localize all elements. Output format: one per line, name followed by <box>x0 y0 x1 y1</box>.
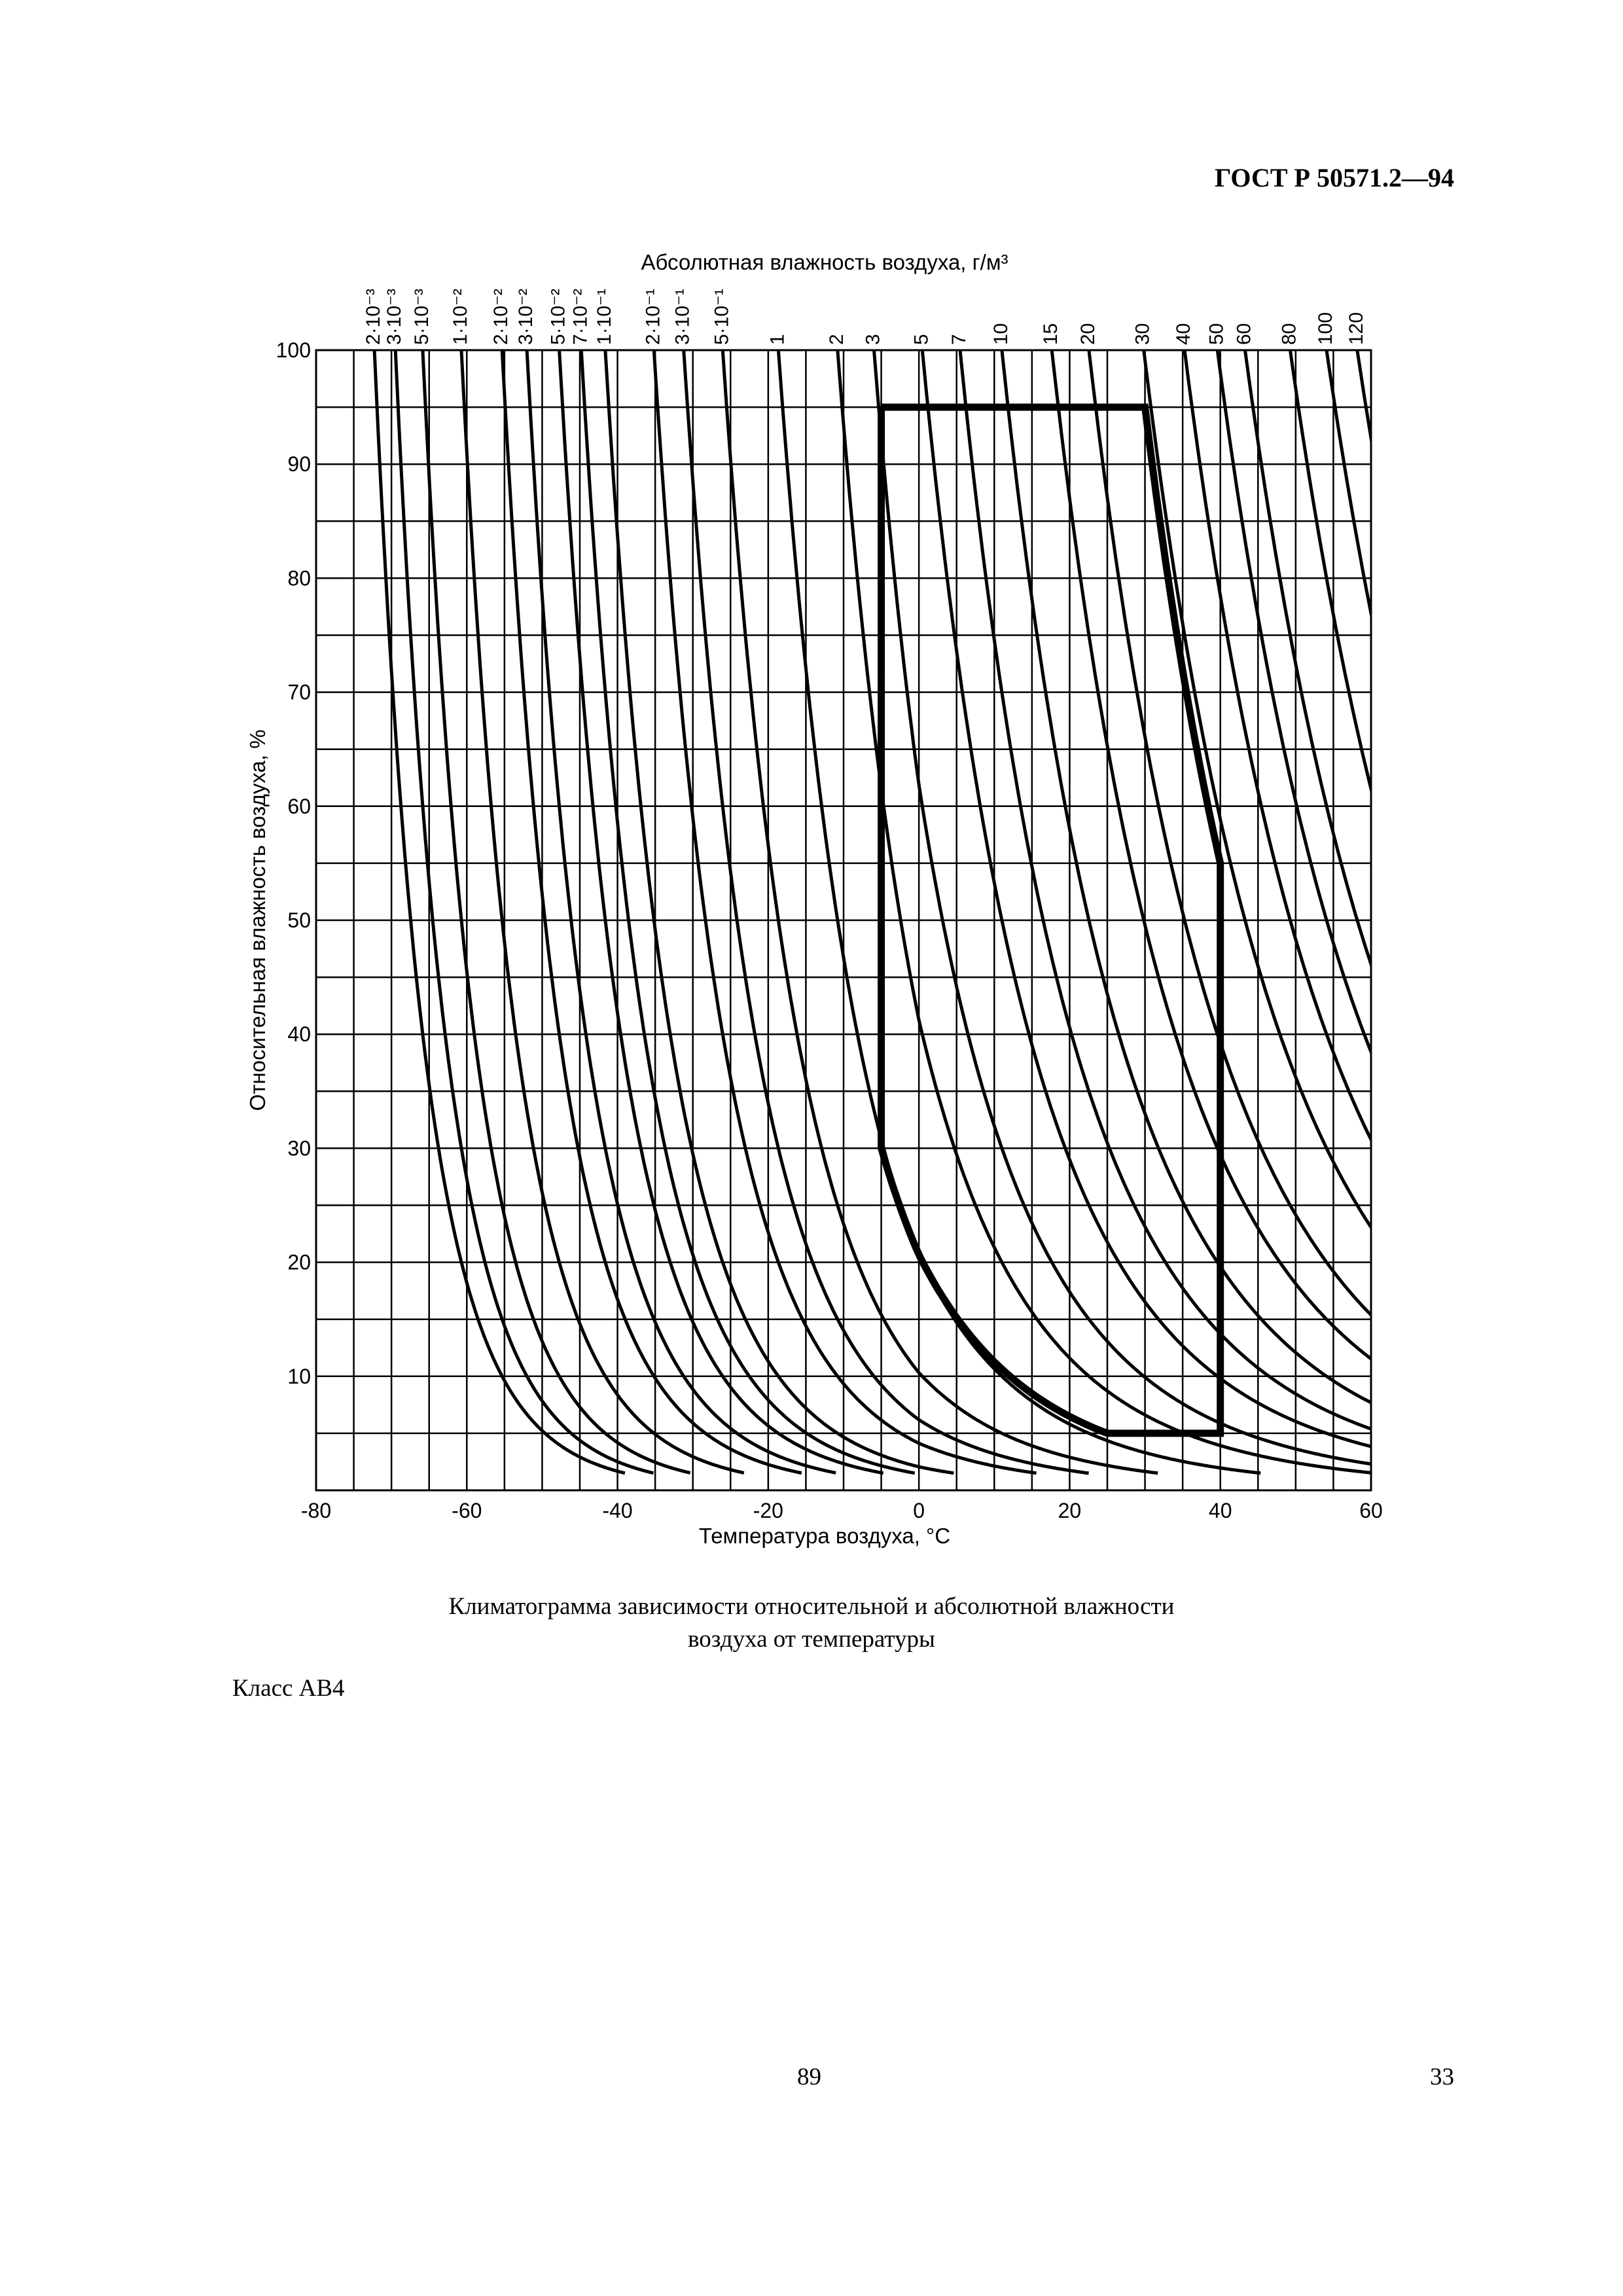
chart-title: Абсолютная влажность воздуха, г/м³ <box>641 250 1008 274</box>
absolute-humidity-label: 80 <box>1278 323 1300 345</box>
plot-frame <box>315 349 1372 1492</box>
y-axis-label: Относительная влажность воздуха, % <box>245 730 270 1111</box>
x-tick-label: 60 <box>1359 1499 1383 1522</box>
absolute-humidity-curve <box>836 350 1371 1475</box>
y-tick-label: 20 <box>287 1251 311 1274</box>
absolute-humidity-label: 2 <box>826 334 847 345</box>
absolute-humidity-label: 60 <box>1233 323 1255 345</box>
absolute-humidity-curve <box>1183 350 1371 1143</box>
y-tick-label: 60 <box>287 795 311 818</box>
absolute-humidity-label: 7·10⁻² <box>569 289 591 345</box>
page-number-right: 33 <box>1430 2064 1454 2090</box>
x-axis-label: Температура воздуха, °С <box>699 1524 950 1548</box>
absolute-humidity-curve <box>372 350 626 1475</box>
absolute-humidity-curve <box>920 350 1371 1448</box>
absolute-humidity-label: 3·10⁻¹ <box>672 289 694 345</box>
y-tick-label: 90 <box>287 452 311 476</box>
absolute-humidity-label: 2·10⁻¹ <box>642 289 664 345</box>
absolute-humidity-curve <box>872 350 1371 1466</box>
absolute-humidity-label: 100 <box>1315 312 1336 345</box>
absolute-humidity-curve <box>421 350 691 1475</box>
absolute-humidity-label: 2·10⁻³ <box>363 289 384 345</box>
absolute-humidity-label: 10 <box>990 323 1012 345</box>
absolute-humidity-label: 5 <box>910 334 932 345</box>
absolute-humidity-curves <box>372 350 1371 1475</box>
y-tick-label: 80 <box>287 566 311 590</box>
climatogram-chart: 10 20 30 40 50 60 70 80 90 100 -80 -60 -40 -20 0 20 40 6… <box>245 250 1383 1548</box>
absolute-humidity-curve <box>1215 350 1371 1056</box>
absolute-humidity-curve <box>603 350 954 1475</box>
y-tick-label: 50 <box>287 908 311 932</box>
x-tick-label: 40 <box>1209 1499 1232 1522</box>
absolute-humidity-curve <box>682 350 1089 1475</box>
absolute-humidity-label: 3·10⁻³ <box>383 289 405 345</box>
document-header: ГОСТ Р 50571.2—94 <box>1214 163 1454 192</box>
y-tick-labels: 10 20 30 40 50 60 70 80 90 100 <box>276 338 311 1388</box>
absolute-humidity-label: 3·10⁻² <box>515 289 537 345</box>
absolute-humidity-curve <box>459 350 745 1475</box>
absolute-humidity-curve <box>1243 350 1371 970</box>
x-tick-label: -80 <box>301 1499 331 1522</box>
absolute-humidity-label: 5·10⁻¹ <box>711 289 732 345</box>
absolute-humidity-curve <box>1289 350 1371 796</box>
absolute-humidity-curve <box>652 350 1037 1475</box>
figure-caption: Климатограмма зависимости относительной … <box>0 1590 1623 1656</box>
x-tick-label: 20 <box>1058 1499 1082 1522</box>
absolute-humidity-curve <box>558 350 884 1475</box>
absolute-humidity-label: 5·10⁻² <box>548 289 569 345</box>
absolute-humidity-curve <box>1355 350 1371 449</box>
absolute-humidity-curve <box>500 350 802 1475</box>
absolute-humidity-label: 3 <box>862 334 883 345</box>
page-number-left: 89 <box>797 2064 821 2090</box>
absolute-humidity-label: 30 <box>1132 323 1154 345</box>
grid <box>316 350 1371 1490</box>
class-label: Класс АВ4 <box>232 1675 345 1702</box>
absolute-humidity-label: 2·10⁻² <box>490 289 512 345</box>
y-tick-label: 10 <box>287 1365 311 1388</box>
absolute-humidity-curve <box>958 350 1371 1431</box>
class-boundary <box>878 403 1224 1437</box>
absolute-humidity-label: 20 <box>1077 323 1099 345</box>
absolute-humidity-label: 15 <box>1040 323 1061 345</box>
absolute-humidity-curve <box>1325 350 1371 622</box>
absolute-humidity-label: 40 <box>1173 323 1194 345</box>
x-tick-label: -40 <box>602 1499 632 1522</box>
class-boundary-layer <box>878 403 1224 1437</box>
absolute-humidity-curve <box>1142 350 1371 1230</box>
absolute-humidity-curve <box>393 350 654 1475</box>
absolute-humidity-curve <box>1000 350 1371 1405</box>
absolute-humidity-labels: 2·10⁻³ 3·10⁻³ 5·10⁻³ 1·10⁻² 2·10⁻² 3·10⁻² 5·10… <box>363 289 1367 345</box>
absolute-humidity-curve <box>776 350 1261 1475</box>
absolute-humidity-label: 1·10⁻² <box>450 289 471 345</box>
absolute-humidity-label: 1 <box>766 334 788 345</box>
y-tick-label: 100 <box>276 338 311 362</box>
absolute-humidity-curve <box>1087 350 1371 1318</box>
absolute-humidity-label: 1·10⁻¹ <box>594 289 615 345</box>
caption-line-1: Климатограмма зависимости относительной … <box>448 1593 1175 1620</box>
absolute-humidity-label: 50 <box>1205 323 1227 345</box>
x-tick-label: -60 <box>452 1499 482 1522</box>
absolute-humidity-curve <box>721 350 1158 1475</box>
absolute-humidity-label: 7 <box>948 334 970 345</box>
absolute-humidity-curve <box>579 350 916 1475</box>
y-tick-label: 70 <box>287 681 311 704</box>
x-tick-labels: -80 -60 -40 -20 0 20 40 60 <box>301 1499 1383 1522</box>
y-tick-label: 30 <box>287 1136 311 1160</box>
absolute-humidity-label: 120 <box>1346 312 1367 345</box>
x-tick-label: -20 <box>753 1499 783 1522</box>
x-tick-label: 0 <box>913 1499 925 1522</box>
y-tick-label: 40 <box>287 1022 311 1046</box>
caption-line-2: воздуха от температуры <box>688 1626 935 1653</box>
absolute-humidity-label: 5·10⁻³ <box>411 289 433 345</box>
absolute-humidity-curve <box>525 350 836 1475</box>
